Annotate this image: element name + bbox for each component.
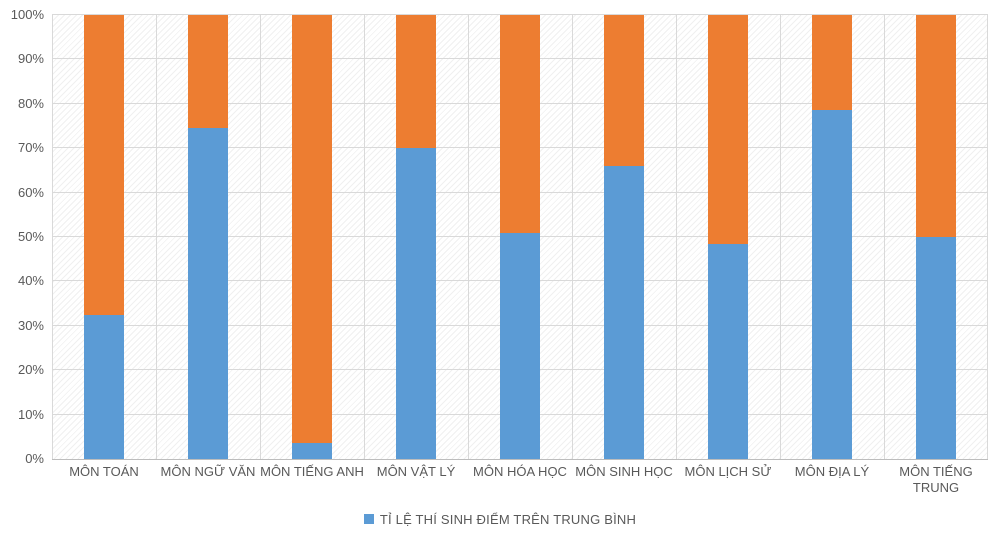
gridline-vertical [468, 15, 469, 459]
gridline-vertical [780, 15, 781, 459]
bar-3 [292, 15, 332, 459]
gridline-vertical [260, 15, 261, 459]
bar-segment-remainder[interactable] [604, 15, 644, 166]
x-axis-category-label: MÔN TIẾNG ANH [260, 464, 364, 479]
y-axis-tick-label: 50% [17, 229, 44, 244]
bar-segment-above-average[interactable] [188, 128, 228, 459]
y-axis-tick-label: 70% [17, 140, 44, 156]
gridline-vertical [364, 15, 365, 459]
x-axis-category-label: MÔN TIẾNG TRUNG [899, 464, 973, 495]
bar-segment-above-average[interactable] [396, 148, 436, 459]
x-axis-category-label: MÔN TOÁN [69, 464, 139, 479]
bar-segment-remainder[interactable] [292, 15, 332, 444]
bar-segment-remainder[interactable] [500, 15, 540, 233]
bar-segment-remainder[interactable] [84, 15, 124, 315]
y-axis-tick-label: 60% [17, 184, 44, 200]
bar-segment-above-average[interactable] [812, 110, 852, 459]
bar-4 [396, 15, 436, 459]
y-axis-tick-label: 100% [10, 7, 44, 22]
bar-7 [708, 15, 748, 459]
x-axis-category-label: MÔN LỊCH SỬ [684, 464, 772, 479]
bar-9 [916, 15, 956, 459]
y-axis-tick-label: 20% [17, 362, 44, 378]
x-axis-category-label: MÔN VẬT LÝ [376, 464, 456, 479]
bar-2 [188, 15, 228, 459]
legend[interactable]: TỈ LỆ THÍ SINH ĐIỂM TRÊN TRUNG BÌNH [0, 509, 1000, 529]
x-axis-category-label: MÔN HÓA HỌC [473, 464, 567, 479]
bar-8 [812, 15, 852, 459]
y-axis-tick-label: 30% [17, 317, 44, 333]
y-axis-tick-label: 40% [17, 273, 44, 289]
gridline-vertical [156, 15, 157, 459]
y-axis-tick-label: 10% [17, 406, 44, 422]
x-axis-category-label: MÔN SINH HỌC [575, 464, 673, 479]
legend-label: TỈ LỆ THÍ SINH ĐIỂM TRÊN TRUNG BÌNH [379, 511, 637, 527]
plot-area [52, 14, 988, 460]
bar-segment-above-average[interactable] [604, 165, 644, 459]
x-axis-category-label: MÔN NGỮ VĂN [160, 464, 256, 479]
gridline-vertical [572, 15, 573, 459]
bar-6 [604, 15, 644, 459]
bar-1 [84, 15, 124, 459]
bar-segment-remainder[interactable] [708, 15, 748, 244]
bar-segment-above-average[interactable] [292, 443, 332, 459]
bar-segment-remainder[interactable] [812, 15, 852, 111]
gridline-horizontal [52, 14, 988, 15]
bar-segment-above-average[interactable] [500, 232, 540, 459]
gridline-vertical [52, 15, 53, 459]
gridline-vertical [987, 15, 988, 459]
bar-5 [500, 15, 540, 459]
bar-segment-above-average[interactable] [708, 243, 748, 459]
y-axis-tick-label: 90% [17, 51, 44, 67]
bar-segment-remainder[interactable] [916, 15, 956, 237]
y-axis-tick-label: 80% [17, 95, 44, 111]
gridline-vertical [884, 15, 885, 459]
y-axis-tick-label: 0% [25, 451, 44, 466]
bar-segment-remainder[interactable] [188, 15, 228, 129]
bar-segment-above-average[interactable] [916, 237, 956, 459]
legend-marker-blue-square [363, 514, 374, 524]
x-axis-category-label: MÔN ĐỊA LÝ [794, 464, 870, 479]
x-axis-line [52, 459, 988, 460]
bar-segment-above-average[interactable] [84, 314, 124, 459]
bar-segment-remainder[interactable] [396, 15, 436, 149]
gridline-vertical [676, 15, 677, 459]
